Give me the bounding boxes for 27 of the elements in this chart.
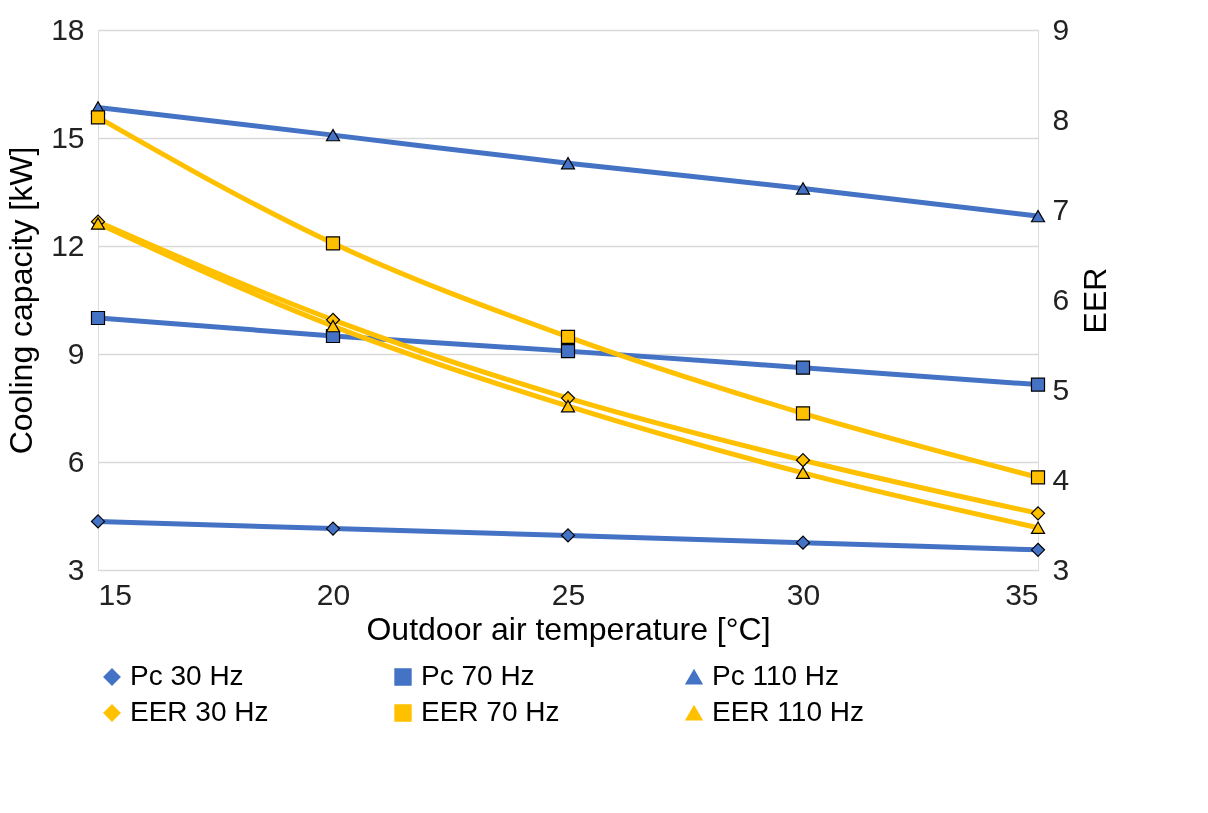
x-tick-label: 20 [316,577,351,611]
y-axis-title: Cooling capacity [kW] [3,146,40,455]
y2-tick-label: 8 [1052,102,1070,136]
y2-tick-label: 6 [1052,282,1070,316]
y-tick-label: 12 [51,228,85,262]
x-tick-label: 15 [98,577,132,611]
y-tick-label: 18 [51,12,85,46]
y-tick-label: 3 [67,552,85,586]
y2-tick-label: 3 [1052,552,1070,586]
y2-tick-label: 5 [1052,372,1070,406]
legend-label: EER 110 Hz [712,696,864,727]
y-tick-label: 9 [67,336,85,370]
legend-label: Pc 70 Hz [421,660,535,691]
legend-label: Pc 110 Hz [712,660,840,691]
y-tick-label: 15 [51,120,85,154]
y-tick-label: 6 [67,444,85,478]
x-tick-label: 25 [551,577,586,611]
y2-axis-title: EER [1077,267,1114,334]
y2-tick-label: 4 [1052,462,1070,496]
legend-label: Pc 30 Hz [130,660,244,691]
x-axis-title: Outdoor air temperature [°C] [366,610,771,647]
y2-tick-label: 7 [1052,192,1070,226]
legend-label: EER 30 Hz [130,696,269,727]
x-tick-label: 35 [1005,577,1039,611]
legend-label: EER 70 Hz [421,696,560,727]
x-tick-label: 30 [786,577,821,611]
y2-tick-label: 9 [1052,12,1070,46]
